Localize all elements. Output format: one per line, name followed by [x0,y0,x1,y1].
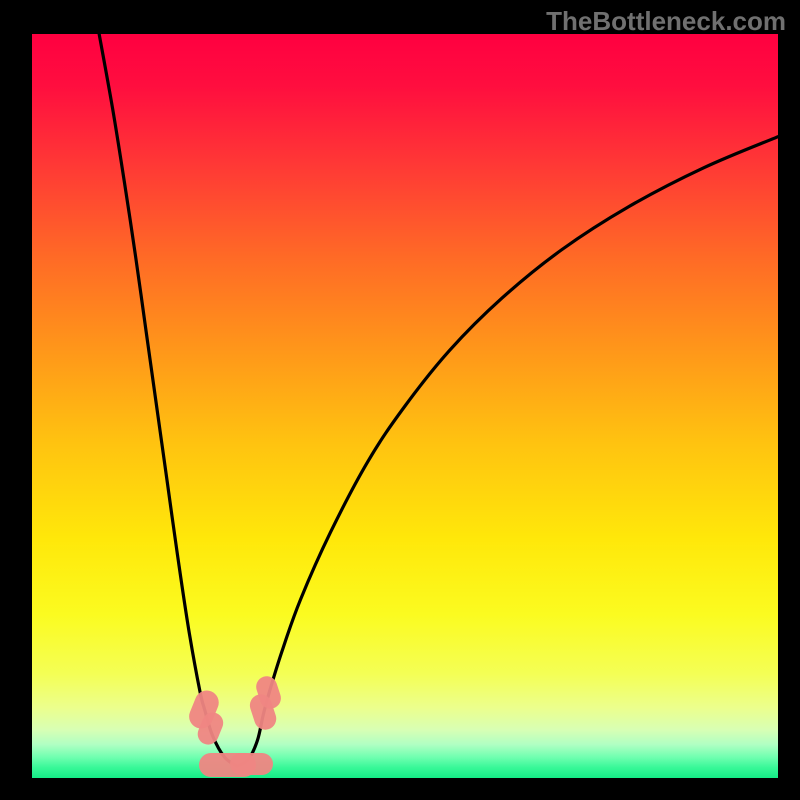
chart-svg [32,34,778,778]
marker-blob [230,753,273,775]
curve-left [99,34,237,766]
frame-border [32,778,778,800]
curve-right [237,137,778,766]
watermark-text: TheBottleneck.com [546,6,786,37]
frame-border [0,34,32,800]
frame-border [778,34,800,800]
plot-area [32,34,778,778]
